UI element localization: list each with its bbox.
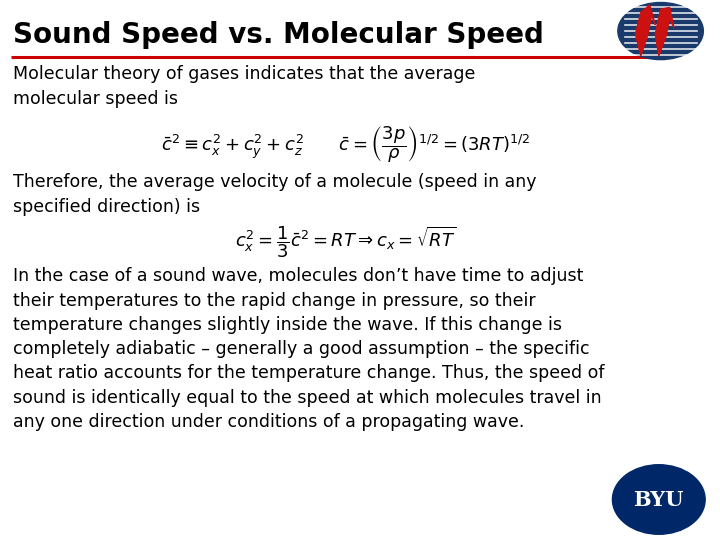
Text: Sound Speed vs. Molecular Speed: Sound Speed vs. Molecular Speed [13, 21, 544, 49]
Text: $\bar{c}^2 \equiv c_x^2 + c_y^2 + c_z^2 \qquad \bar{c} = \left(\dfrac{3p}{\rho}\: $\bar{c}^2 \equiv c_x^2 + c_y^2 + c_z^2 … [161, 124, 530, 165]
Text: In the case of a sound wave, molecules don’t have time to adjust
their temperatu: In the case of a sound wave, molecules d… [13, 267, 605, 431]
Polygon shape [655, 8, 674, 56]
Text: Therefore, the average velocity of a molecule (speed in any
specified direction): Therefore, the average velocity of a mol… [13, 173, 536, 216]
Text: BYU: BYU [634, 489, 684, 510]
Circle shape [613, 465, 705, 534]
Text: Molecular theory of gases indicates that the average
molecular speed is: Molecular theory of gases indicates that… [13, 65, 475, 108]
Polygon shape [635, 5, 655, 56]
Text: $c_x^2 = \dfrac{1}{3}\bar{c}^2 = RT \Rightarrow c_x = \sqrt{RT}$: $c_x^2 = \dfrac{1}{3}\bar{c}^2 = RT \Rig… [235, 224, 456, 260]
Ellipse shape [618, 3, 703, 59]
